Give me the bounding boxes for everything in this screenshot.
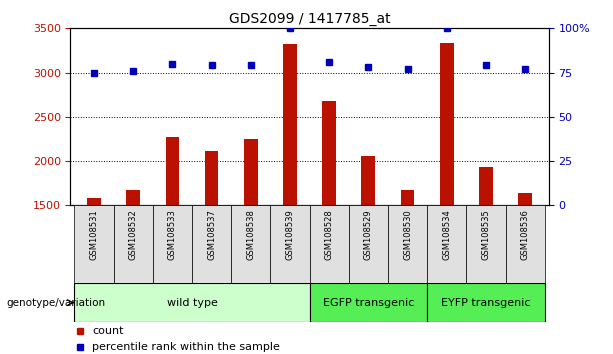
Bar (166, 137, 179, 205)
Text: GSM108538: GSM108538 (246, 209, 255, 260)
Bar (126, 190, 140, 205)
Text: EYFP transgenic: EYFP transgenic (441, 298, 531, 308)
Bar (244, 138, 257, 205)
Text: percentile rank within the sample: percentile rank within the sample (92, 342, 280, 352)
Bar (310, 283, 427, 322)
Text: EGFP transgenic: EGFP transgenic (322, 298, 414, 308)
Bar (322, 101, 336, 205)
Bar (113, 205, 153, 283)
Text: GSM108535: GSM108535 (481, 209, 490, 260)
Text: GSM108537: GSM108537 (207, 209, 216, 260)
Bar (518, 193, 532, 205)
Bar (388, 205, 427, 283)
Text: GSM108534: GSM108534 (442, 209, 451, 260)
Bar (205, 151, 218, 205)
Bar (192, 205, 231, 283)
Bar (74, 205, 113, 283)
Bar (270, 205, 310, 283)
Bar (362, 156, 375, 205)
Bar (466, 205, 506, 283)
Bar (283, 44, 297, 205)
Bar (479, 167, 493, 205)
Bar (74, 283, 310, 322)
Text: wild type: wild type (167, 298, 218, 308)
Text: GSM108531: GSM108531 (89, 209, 99, 260)
Text: GSM108528: GSM108528 (325, 209, 333, 260)
Bar (427, 283, 545, 322)
Text: GSM108529: GSM108529 (364, 209, 373, 260)
Bar (87, 198, 101, 205)
Text: GSM108539: GSM108539 (286, 209, 294, 260)
Bar (310, 205, 349, 283)
Bar (506, 205, 545, 283)
Bar (401, 190, 414, 205)
Bar (440, 44, 454, 205)
Bar (231, 205, 270, 283)
Bar (427, 205, 466, 283)
Text: GSM108536: GSM108536 (520, 209, 530, 260)
Text: genotype/variation: genotype/variation (6, 298, 105, 308)
Title: GDS2099 / 1417785_at: GDS2099 / 1417785_at (229, 12, 390, 26)
Text: GSM108533: GSM108533 (168, 209, 177, 260)
Text: GSM108532: GSM108532 (129, 209, 138, 260)
Text: GSM108530: GSM108530 (403, 209, 412, 260)
Bar (349, 205, 388, 283)
Bar (153, 205, 192, 283)
Text: count: count (92, 326, 123, 336)
